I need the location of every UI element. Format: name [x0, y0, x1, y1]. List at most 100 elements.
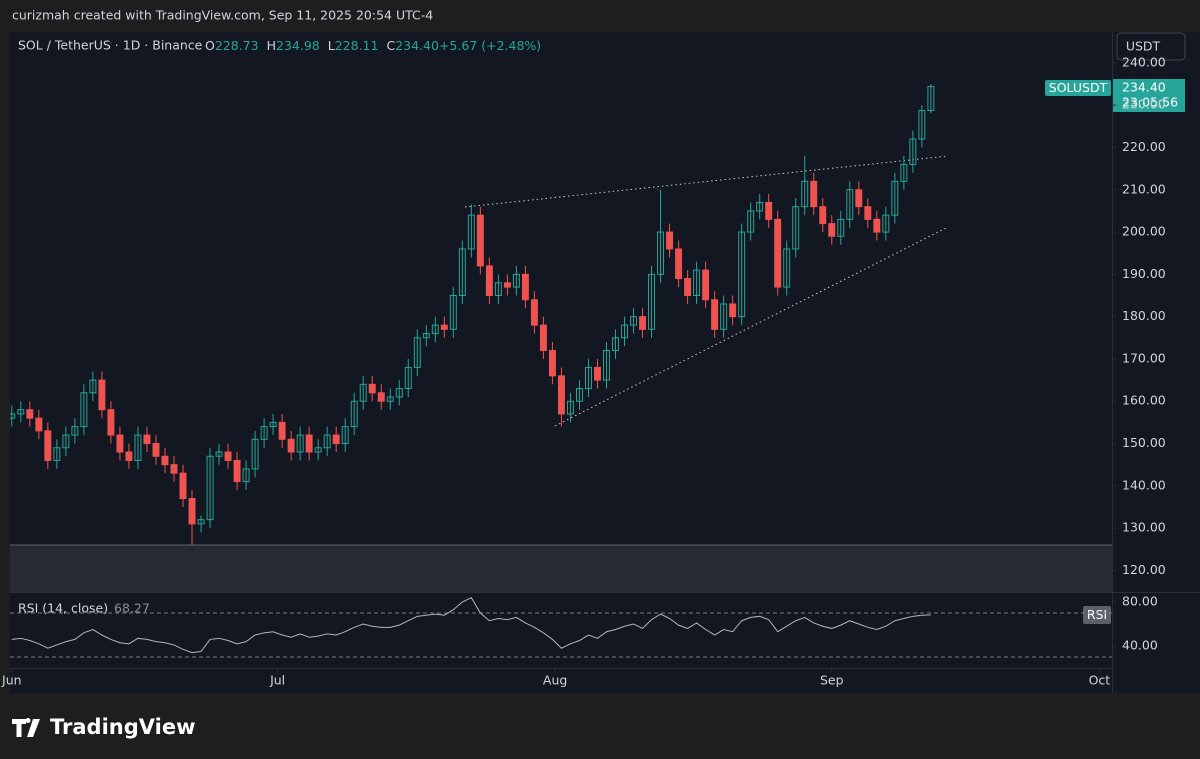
candle-body: [413, 337, 421, 368]
y-tick-label: 180.00: [1122, 308, 1166, 323]
candle-body: [395, 388, 403, 398]
y-tick-label: 130.00: [1122, 520, 1166, 535]
ohlc-value: 228.11: [335, 38, 379, 53]
y-tick-label: 160.00: [1122, 393, 1166, 408]
candle-body: [819, 206, 827, 225]
candle-body: [377, 392, 385, 402]
y-tick-label: 240.00: [1122, 54, 1166, 69]
candle-body: [449, 295, 457, 330]
candle-body: [197, 519, 205, 525]
symbol-tag-box: [1045, 80, 1111, 96]
candle-body: [170, 464, 178, 474]
candle-body: [359, 383, 367, 402]
candle-body: [179, 472, 187, 500]
candle-body: [666, 231, 674, 250]
rsi-title: RSI (14, close): [18, 601, 108, 616]
y-tick-label: 170.00: [1122, 350, 1166, 365]
candle-body: [792, 206, 800, 250]
candle-body: [62, 434, 70, 449]
candle-body: [134, 434, 142, 461]
candle-body: [386, 396, 394, 402]
candle-body: [684, 278, 692, 297]
candle-body: [855, 189, 863, 208]
candle-body: [720, 303, 728, 330]
candle-body: [251, 438, 259, 470]
rsi-y-tick-label: 80.00: [1122, 594, 1158, 609]
candle-body: [657, 231, 665, 275]
rsi-badge-box: [1083, 606, 1111, 624]
candle-body: [125, 451, 133, 461]
candle-body: [107, 409, 115, 436]
candle-body: [900, 163, 908, 182]
candle-body: [756, 201, 764, 212]
x-tick-label: Sep: [820, 673, 844, 688]
candle-body: [476, 214, 484, 267]
candle-body: [810, 180, 818, 208]
candle-body: [368, 383, 376, 394]
candle-body: [630, 316, 638, 326]
logo-mark: [12, 718, 40, 737]
candle-body: [89, 379, 97, 394]
currency[interactable]: USDT: [1126, 39, 1161, 54]
candle-body: [648, 273, 656, 330]
credit: curizmah created with TradingView.com, S…: [12, 8, 433, 23]
candle-body: [269, 421, 277, 428]
candle-body: [639, 316, 647, 330]
candle-body: [287, 438, 295, 453]
y-tick-label: 150.00: [1122, 435, 1166, 450]
y-tick-label: 230.00: [1122, 97, 1166, 112]
candle-body: [188, 498, 196, 525]
candle-body: [774, 218, 782, 288]
lower-band: [10, 545, 1112, 592]
candle-body: [350, 400, 358, 428]
candle-body: [17, 409, 25, 415]
chart-pane: [10, 32, 1112, 693]
candle-body: [837, 218, 845, 237]
ohlc-value: 234.98: [276, 38, 320, 53]
price-tag-box: [1113, 79, 1185, 112]
candle-body: [891, 180, 899, 216]
candle-body: [71, 426, 79, 436]
plot: [10, 84, 1112, 658]
candle-body: [882, 214, 890, 233]
candle-body: [431, 324, 439, 335]
x-tick-label: Jun: [1, 673, 22, 688]
candle-body: [422, 333, 430, 339]
candle-body: [702, 269, 710, 301]
candle-body: [494, 282, 502, 297]
candle-body: [26, 409, 34, 419]
candle-body: [467, 214, 475, 250]
symbol: SOL / TetherUS · 1D · Binance: [18, 38, 203, 53]
price-axis-pane: [1112, 32, 1200, 693]
candle-body: [521, 273, 529, 301]
currency-box[interactable]: [1116, 32, 1186, 61]
candle-body: [305, 434, 313, 453]
x-tick-label: Oct: [1089, 673, 1111, 688]
candle-body: [585, 366, 592, 390]
candle-body: [594, 366, 601, 381]
logo: TradingView: [12, 715, 195, 739]
y-tick-label: 190.00: [1122, 266, 1166, 281]
candle-body: [846, 189, 854, 220]
candle-body: [161, 455, 169, 466]
candle-body: [260, 426, 268, 440]
ohlc-label: O: [205, 38, 215, 53]
candle-body: [765, 201, 773, 220]
rsi-y-tick-label: 40.00: [1122, 638, 1158, 653]
symbol-tag: SOLUSDT: [1049, 80, 1108, 95]
candle-body: [783, 248, 791, 288]
last-price: 234.40: [1122, 80, 1166, 95]
candle-body: [224, 451, 232, 461]
candle-body: [44, 430, 52, 461]
ohlc-value: 234.40: [395, 38, 439, 53]
candle-body: [440, 324, 448, 330]
candle-body: [711, 299, 719, 330]
candle-body: [98, 379, 106, 411]
candle-body: [296, 434, 304, 453]
ohlc-legend: O228.73 H234.98 L228.11 C234.40+5.67 (+2.48…: [205, 38, 541, 53]
ohlc-label: C: [386, 38, 395, 53]
candle-body: [242, 468, 250, 483]
candle-body: [693, 269, 701, 297]
candle-body: [621, 324, 628, 339]
